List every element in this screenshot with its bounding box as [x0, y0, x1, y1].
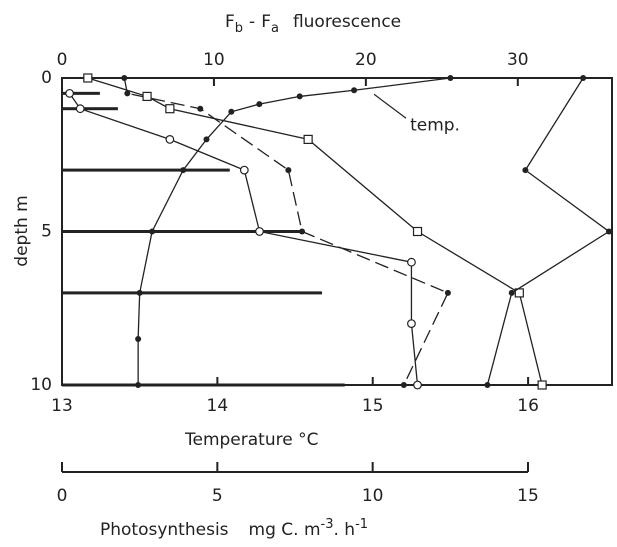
photosynthesis-bar: [62, 383, 345, 387]
marker: [142, 91, 152, 102]
photosynthesis-tick-label: 5: [212, 486, 223, 506]
marker: [180, 167, 187, 174]
marker: [514, 288, 524, 298]
marker: [400, 382, 407, 388]
photosynthesis-tick-label: 15: [517, 486, 539, 506]
marker: [296, 93, 303, 100]
marker: [580, 75, 587, 81]
marker: [285, 167, 292, 174]
marker: [484, 382, 491, 388]
marker: [65, 88, 74, 98]
marker: [407, 319, 416, 329]
x2-tick-label: 20: [355, 50, 377, 70]
series-annotation: temp.: [410, 115, 460, 135]
marker: [121, 75, 128, 81]
marker: [412, 226, 423, 237]
y-tick-label: 10: [30, 375, 52, 395]
marker: [203, 136, 210, 143]
series-line: [486, 77, 611, 386]
marker: [407, 257, 416, 267]
x2-tick-label: 0: [57, 50, 68, 70]
x2-axis-title: Fb - Fa fluorescence: [225, 12, 401, 36]
marker: [239, 165, 249, 175]
photosynthesis-tick-label: 10: [362, 486, 384, 506]
marker: [75, 104, 85, 114]
photosynthesis-bar: [62, 107, 118, 111]
marker: [351, 87, 358, 94]
marker: [299, 228, 306, 235]
x-axis-title: Temperature °C: [184, 430, 318, 450]
y-tick-label: 0: [41, 68, 52, 88]
x2-tick-label: 30: [507, 50, 529, 70]
marker: [447, 75, 454, 81]
marker: [522, 167, 529, 174]
x-tick-label: 16: [517, 396, 539, 416]
marker: [165, 134, 175, 144]
photosynthesis-bar: [62, 291, 323, 295]
marker: [136, 289, 143, 296]
y-axis-title: depth m: [12, 195, 32, 266]
photosynthesis-title: Photosynthesis mg C. m-3. h-1: [100, 517, 368, 541]
photosynthesis-bar: [62, 91, 100, 95]
marker: [605, 228, 612, 235]
marker: [537, 380, 547, 390]
marker: [255, 227, 264, 236]
marker: [149, 228, 156, 235]
marker: [135, 382, 142, 388]
marker: [83, 73, 93, 83]
marker: [413, 380, 422, 390]
x-tick-label: 13: [51, 396, 73, 416]
photosynthesis-bar: [62, 168, 230, 172]
marker: [165, 104, 175, 114]
x2-tick-label: 10: [203, 50, 225, 70]
marker: [508, 289, 515, 296]
x-tick-label: 15: [362, 396, 384, 416]
photosynthesis-bar: [62, 230, 300, 233]
y-tick-label: 5: [41, 222, 52, 242]
marker: [228, 108, 235, 115]
x-tick-label: 14: [207, 396, 229, 416]
marker: [444, 289, 451, 296]
annotation-leader: [373, 93, 407, 119]
marker: [135, 335, 142, 342]
photosynthesis-tick-label: 0: [57, 486, 68, 506]
marker: [197, 105, 204, 112]
series-line: [69, 92, 419, 386]
marker: [256, 101, 263, 108]
marker: [124, 90, 131, 97]
marker: [303, 134, 313, 144]
